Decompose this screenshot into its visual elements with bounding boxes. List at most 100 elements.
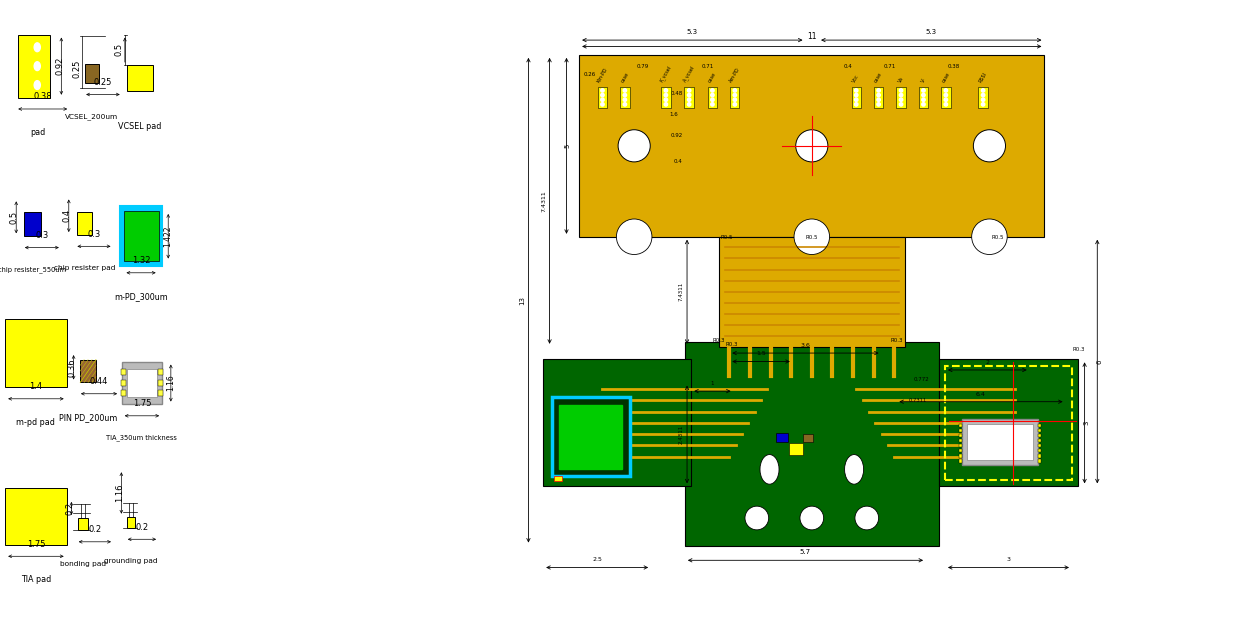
Text: pad: pad [31,128,46,137]
Text: case: case [619,71,629,83]
Text: case: case [874,71,884,83]
Circle shape [623,98,627,101]
Circle shape [687,98,691,101]
Text: R0.5: R0.5 [721,235,733,240]
Circle shape [854,103,858,106]
Circle shape [687,89,691,92]
Bar [5,488,67,545]
Bar [552,398,629,476]
Text: R0.3: R0.3 [1072,347,1085,352]
Ellipse shape [760,455,779,484]
Text: 6.4: 6.4 [976,392,986,397]
Bar [959,454,963,457]
Text: 0.92: 0.92 [670,134,682,139]
Bar [25,212,41,236]
Bar [1038,429,1040,432]
Circle shape [944,103,948,106]
Text: 0.5: 0.5 [115,43,123,56]
Bar [1038,459,1040,462]
Bar [5,319,67,387]
Bar [579,55,1044,237]
Circle shape [922,103,926,106]
Text: 6: 6 [1096,359,1102,364]
Text: K_vcsel: K_vcsel [659,65,673,83]
Circle shape [733,89,737,92]
Text: R0.3: R0.3 [726,342,738,347]
Bar [17,35,51,98]
Bar [80,360,96,382]
Text: TIA_350um thickness: TIA_350um thickness [106,435,178,442]
Text: 0.25: 0.25 [94,78,112,87]
Circle shape [854,93,858,97]
Text: 5.7: 5.7 [800,549,811,555]
Text: chip resister_550um: chip resister_550um [0,266,67,273]
Circle shape [623,89,627,92]
Circle shape [35,62,41,71]
Bar [731,86,739,108]
Circle shape [733,103,737,106]
Bar [851,86,861,108]
Text: m-pd pad: m-pd pad [16,418,56,427]
Bar [959,434,963,437]
Bar [776,433,787,442]
Circle shape [855,506,879,530]
Circle shape [877,93,880,97]
Text: 0.48: 0.48 [670,91,682,96]
Bar [158,369,163,375]
Circle shape [854,89,858,92]
Bar [942,86,950,108]
Circle shape [981,93,985,97]
Bar [959,424,963,427]
Text: 1.4: 1.4 [30,382,42,391]
Bar [708,86,717,108]
Circle shape [711,89,714,92]
Circle shape [922,93,926,97]
Circle shape [877,103,880,106]
Circle shape [944,89,948,92]
Circle shape [981,103,985,106]
Text: V-: V- [921,76,927,83]
Text: 2: 2 [985,360,990,365]
Bar [945,366,1072,480]
Bar [967,424,1033,460]
Bar [123,211,159,261]
Bar [661,86,670,108]
Text: 5.3: 5.3 [687,29,698,35]
Text: 0.36: 0.36 [67,358,77,377]
Circle shape [35,81,41,89]
Text: 0.71: 0.71 [884,64,896,69]
Text: 1.16: 1.16 [167,375,175,391]
Circle shape [711,98,714,101]
Text: 0.26: 0.26 [584,72,596,77]
Text: 1.16: 1.16 [115,484,123,502]
Text: 0.2: 0.2 [65,502,74,515]
Bar [543,359,691,486]
Text: 3: 3 [1083,421,1090,425]
Text: chip resister pad: chip resister pad [54,265,115,272]
Bar [127,517,135,528]
Circle shape [733,98,737,101]
Bar [158,390,163,396]
Bar [803,434,813,442]
Bar [1038,454,1040,457]
Text: 0.4: 0.4 [63,209,72,222]
Bar [77,212,93,235]
Bar [121,390,126,396]
Circle shape [877,98,880,101]
Text: PIN PD_200um: PIN PD_200um [59,413,117,421]
Text: case: case [707,71,717,83]
Circle shape [981,98,985,101]
Bar [685,343,939,546]
Circle shape [618,130,650,162]
Circle shape [601,98,605,101]
Circle shape [664,103,668,106]
Bar [874,86,884,108]
Text: bonding pad: bonding pad [59,561,106,567]
Text: VCSEL pad: VCSEL pad [118,122,162,130]
Text: 0.2: 0.2 [136,523,148,532]
Text: 0.44: 0.44 [90,377,109,386]
Bar [1038,434,1040,437]
Circle shape [922,89,926,92]
Circle shape [800,506,823,530]
Text: 11: 11 [807,32,817,42]
